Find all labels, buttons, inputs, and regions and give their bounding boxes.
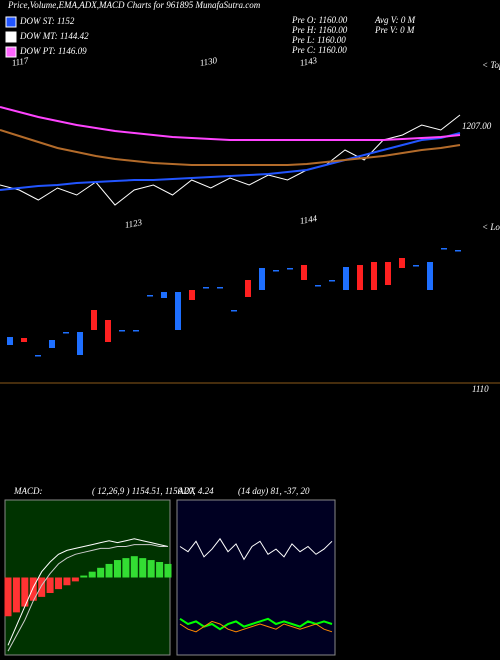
candle	[315, 285, 321, 287]
candle	[231, 310, 237, 312]
histogram-bar	[139, 558, 147, 578]
candle	[119, 330, 125, 332]
top-mark: 1130	[199, 55, 218, 68]
histogram-bar	[156, 562, 164, 578]
macd-label: MACD:	[13, 486, 43, 496]
candle	[329, 280, 335, 282]
legend-label: DOW MT: 1144.42	[19, 31, 89, 41]
adx-panel	[176, 499, 336, 656]
histogram-bar	[38, 577, 46, 597]
candle	[385, 262, 391, 285]
histogram-bar	[46, 577, 54, 593]
low-mark: 1144	[299, 213, 318, 226]
histogram-bar	[21, 577, 29, 607]
candle	[287, 268, 293, 270]
candle	[105, 320, 111, 342]
histogram-bar	[63, 577, 71, 586]
candle	[441, 248, 447, 250]
histogram-bar	[29, 577, 37, 601]
legend: DOW ST: 1152 DOW MT: 1144.42 DOW PT: 1146.…	[5, 16, 89, 58]
candle	[455, 250, 461, 252]
top-mark: < Tops	[482, 60, 500, 70]
stat: Pre C: 1160.00	[291, 45, 347, 55]
candle	[203, 287, 209, 289]
candle	[371, 262, 377, 290]
candle	[245, 280, 251, 297]
adx-params: (14 day) 81, -37, 20	[238, 486, 310, 496]
line	[0, 106, 461, 141]
title: Price,Volume,EMA,ADX,MACD Charts for 961…	[7, 0, 261, 10]
histogram-bar	[71, 577, 79, 582]
candle	[217, 287, 223, 289]
candle	[175, 292, 181, 330]
candle	[147, 295, 153, 297]
histogram-bar	[4, 577, 12, 617]
line	[179, 537, 333, 561]
candle	[259, 268, 265, 290]
legend-label: DOW ST: 1152	[19, 16, 75, 26]
candle	[301, 265, 307, 280]
line	[0, 129, 461, 166]
candle	[427, 262, 433, 290]
stat: Pre H: 1160.00	[291, 25, 348, 35]
legend-swatch	[5, 46, 17, 58]
candle	[21, 338, 27, 342]
candle	[189, 290, 195, 300]
candle	[357, 265, 363, 290]
candle	[399, 258, 405, 268]
histogram-bar	[122, 558, 130, 578]
line	[7, 544, 168, 652]
legend-label: DOW PT: 1146.09	[19, 46, 87, 56]
top-mark: 1117	[11, 55, 30, 68]
stat: Pre O: 1160.00	[291, 15, 348, 25]
stat: Pre L: 1160.00	[291, 35, 346, 45]
low-mark: 1123	[124, 217, 143, 230]
histogram-bar	[12, 577, 20, 613]
price-label: 1207.00	[462, 121, 492, 131]
histogram-bar	[147, 560, 155, 578]
histogram-bar	[113, 560, 121, 578]
candle	[35, 355, 41, 357]
histogram-bar	[80, 575, 88, 578]
legend-swatch	[5, 31, 17, 43]
candle	[63, 332, 69, 334]
low-mark: < Lows	[482, 222, 500, 232]
top-mark: 1143	[299, 55, 318, 68]
legend-swatch	[5, 16, 17, 28]
stat: Pre V: 0 M	[374, 25, 415, 35]
histogram-bar	[130, 556, 138, 578]
candle	[161, 292, 167, 298]
line	[179, 620, 333, 633]
histogram-bar	[55, 577, 63, 590]
candle	[273, 270, 279, 272]
candle	[49, 340, 55, 348]
line	[0, 132, 461, 191]
level-label: 1110	[472, 384, 489, 394]
adx-label: ADX	[177, 486, 196, 496]
candle	[91, 310, 97, 330]
candle	[133, 330, 139, 332]
histogram-bar	[105, 563, 113, 578]
histogram-bar	[88, 571, 96, 578]
stat: Avg V: 0 M	[374, 15, 416, 25]
line	[7, 538, 169, 646]
candle	[7, 337, 13, 345]
candle	[77, 332, 83, 355]
candle	[413, 265, 419, 267]
histogram-bar	[164, 563, 172, 578]
candle	[343, 267, 349, 290]
histogram-bar	[97, 567, 105, 578]
macd-params: ( 12,26,9 ) 1154.51, 1150.27, 4.24	[92, 486, 214, 496]
